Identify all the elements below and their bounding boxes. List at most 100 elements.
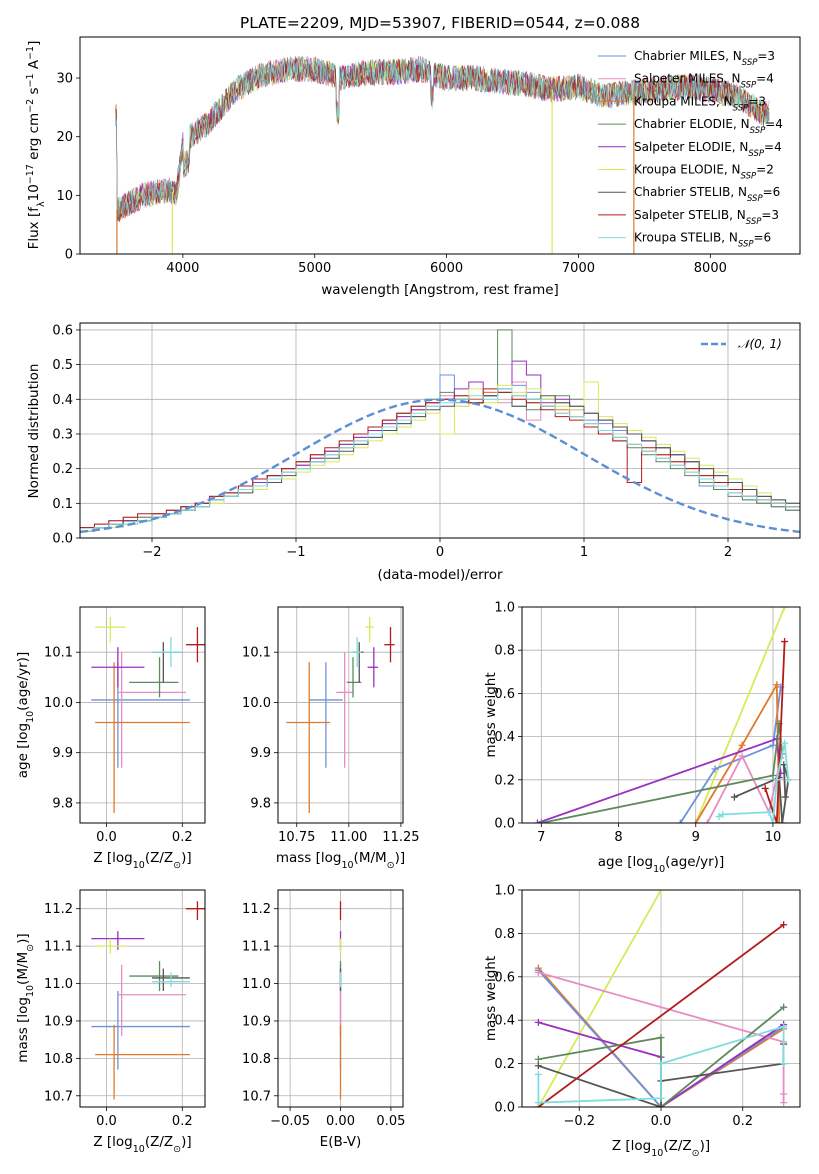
legend-label: 𝒩(0, 1) xyxy=(738,337,782,351)
legend-label: Salpeter STELIB, NSSP=3 xyxy=(634,208,779,227)
axes-frame xyxy=(79,606,206,824)
weight-marker xyxy=(676,819,684,823)
weight-line xyxy=(537,890,662,1107)
y-tick-label: 9.9 xyxy=(52,746,73,761)
x-tick-label: 9 xyxy=(692,830,700,845)
axes-frame xyxy=(79,36,801,255)
spectrum-line xyxy=(115,56,770,218)
y-axis-label: Normed distribution xyxy=(26,364,42,499)
y-tick-label: 1.0 xyxy=(494,601,515,616)
y-tick-label: 0.0 xyxy=(494,817,515,832)
weight-marker xyxy=(775,819,783,823)
y-tick-label: 0.4 xyxy=(494,1014,515,1029)
plot-area xyxy=(91,901,205,1100)
x-tick-label: 0.2 xyxy=(732,1114,753,1129)
weight-marker xyxy=(769,771,777,779)
x-tick-label: 0 xyxy=(436,545,444,560)
data-point xyxy=(91,991,190,1070)
x-tick-label: 8 xyxy=(614,830,622,845)
weight-marker xyxy=(534,1018,542,1026)
weight-marker xyxy=(657,1094,665,1102)
age-vs-mass-panel: 10.75 11.00 11.25 9.8 9.9 10.0 10.1 mass [log10… xyxy=(242,606,420,871)
x-tick-label: 0.2 xyxy=(172,1114,193,1129)
y-tick-label: 0.3 xyxy=(52,427,73,442)
y-tick-label: 10.7 xyxy=(242,1089,271,1104)
residual-histogram-panel: −2 −1 0 1 2 0.0 0.1 0.2 0.3 0.4 0.5 0.6 𝒩(0, 1) (data… xyxy=(26,322,801,583)
weight-vs-metallicity-panel: −0.2 0.0 0.2 0.0 0.2 0.4 0.6 0.8 1.0 Z [log10(Z/Z… xyxy=(483,884,801,1159)
weight-marker xyxy=(773,819,781,823)
data-point xyxy=(95,662,190,813)
y-tick-label: 11.2 xyxy=(242,902,271,917)
y-tick-label: 11.0 xyxy=(44,977,73,992)
data-point xyxy=(117,652,187,768)
y-tick-label: 10.0 xyxy=(44,696,73,711)
x-tick-label: 10 xyxy=(765,830,782,845)
weight-line xyxy=(706,753,782,823)
y-tick-label: 0.6 xyxy=(52,323,73,338)
data-point xyxy=(365,617,374,643)
data-point xyxy=(186,901,205,920)
axes-frame xyxy=(521,606,801,824)
y-axis-label: age [log10(age/yr)] xyxy=(15,652,36,778)
mass-vs-metallicity-panel: 0.0 0.2 10.7 10.8 10.9 11.0 11.1 11.2 Z [log10(Z… xyxy=(15,889,206,1155)
x-tick-label: 0.0 xyxy=(96,830,117,845)
x-tick-label: −0.05 xyxy=(270,1114,310,1129)
weight-line xyxy=(537,967,785,1107)
weight-marker xyxy=(780,921,788,929)
x-tick-label: −2 xyxy=(142,545,161,560)
y-tick-label: 0 xyxy=(65,248,73,263)
y-tick-label: 9.8 xyxy=(250,796,271,811)
x-tick-label: −1 xyxy=(286,545,305,560)
x-axis-label: age [log10(age/yr)] xyxy=(598,854,724,875)
figure-title: PLATE=2209, MJD=53907, FIBERID=0544, z=0… xyxy=(240,14,640,32)
weight-marker xyxy=(692,819,700,823)
x-axis-label: mass [log10(M/M⊙)] xyxy=(276,850,405,871)
plot-area xyxy=(115,56,770,254)
data-point xyxy=(95,938,126,954)
y-tick-label: 10.7 xyxy=(44,1089,73,1104)
y-axis-label: mass [log10(M/M⊙)] xyxy=(15,933,36,1062)
data-point xyxy=(129,657,179,698)
weight-marker xyxy=(773,776,781,784)
data-point xyxy=(151,642,183,683)
weight-marker xyxy=(534,968,542,976)
mass-vs-ebv-panel: −0.05 0.00 0.05 10.7 10.8 10.9 11.0 11.1 11.2 E(B… xyxy=(242,889,405,1150)
weight-marker xyxy=(784,776,792,784)
legend-label: Kroupa ELODIE, NSSP=2 xyxy=(634,163,774,182)
histogram-step xyxy=(80,388,800,532)
y-tick-label: 0.8 xyxy=(494,927,515,942)
x-tick-label: 0.0 xyxy=(96,1114,117,1129)
y-tick-label: 10.8 xyxy=(242,1052,271,1067)
y-tick-label: 0.2 xyxy=(52,462,73,477)
weight-line xyxy=(694,607,786,823)
y-tick-label: 10.1 xyxy=(44,646,73,661)
weight-marker xyxy=(534,1070,542,1078)
x-axis-label: E(B-V) xyxy=(320,1134,362,1150)
legend-label: Salpeter MILES, NSSP=4 xyxy=(634,72,774,91)
weight-marker xyxy=(533,819,541,823)
y-tick-label: 0.2 xyxy=(494,773,515,788)
legend-label: Kroupa MILES, NSSP=3 xyxy=(634,94,766,113)
weight-marker xyxy=(780,1090,788,1098)
y-axis-label: mass weight xyxy=(483,956,499,1041)
weight-marker xyxy=(780,1003,788,1011)
data-point xyxy=(95,1024,190,1100)
y-tick-label: 10 xyxy=(56,189,73,204)
x-tick-label: 2 xyxy=(724,545,732,560)
weight-marker xyxy=(738,752,746,760)
x-axis-label: wavelength [Angstrom, rest frame] xyxy=(321,282,559,298)
y-tick-label: 0.6 xyxy=(494,970,515,985)
weight-line xyxy=(537,1025,785,1104)
y-tick-label: 0.4 xyxy=(494,730,515,745)
weight-line xyxy=(695,681,781,823)
axes-frame xyxy=(79,889,206,1108)
x-tick-label: 7000 xyxy=(562,261,595,276)
axes-frame xyxy=(277,606,404,824)
data-point xyxy=(384,627,395,663)
y-tick-label: 0.1 xyxy=(52,497,73,512)
x-tick-label: 6000 xyxy=(430,261,463,276)
legend-label: Kroupa STELIB, NSSP=6 xyxy=(634,231,771,250)
y-tick-label: 9.9 xyxy=(250,746,271,761)
x-tick-label: 7 xyxy=(537,830,545,845)
